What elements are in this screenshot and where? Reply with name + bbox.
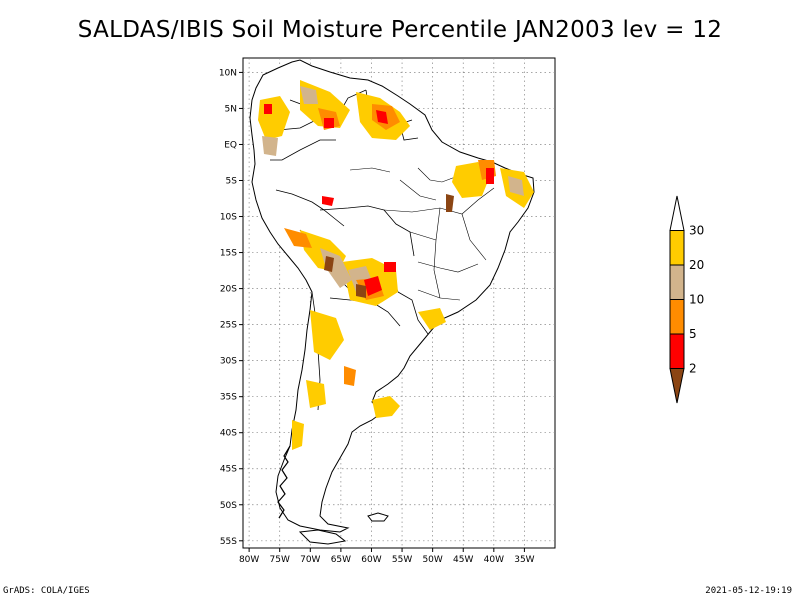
colorbar-label: 10 (689, 293, 704, 307)
patch-northeast-brown (446, 194, 454, 212)
lon-tick-label: 50W (422, 555, 442, 565)
lon-tick-label: 40W (484, 555, 504, 565)
longitude-labels: 80W 75W 70W 65W 60W 55W 50W 45W 40W 35W (239, 548, 535, 565)
colorbar-label: 5 (689, 327, 697, 341)
patch-patagonia (292, 420, 304, 450)
colorbar-top-arrow (669, 195, 685, 231)
lat-tick-label: 10S (220, 213, 237, 223)
colorbar-label: 2 (689, 362, 697, 376)
patch-mato-grosso-red (364, 276, 382, 296)
patch-cuyo (306, 380, 326, 408)
lon-tick-label: 75W (270, 555, 290, 565)
lon-tick-label: 45W (453, 555, 473, 565)
lon-tick-label: 55W (392, 555, 412, 565)
patch-argentina (310, 310, 344, 360)
colorbar-swatch (669, 299, 685, 335)
lon-tick-label: 60W (361, 555, 381, 565)
lon-tick-label: 35W (514, 555, 534, 565)
lon-tick-label: 80W (239, 555, 259, 565)
chile-fjords (277, 445, 291, 519)
colorbar-bottom-arrow (669, 368, 685, 404)
timestamp: 2021-05-12-19:19 (705, 586, 792, 596)
patch-guyana-red (376, 110, 388, 124)
lat-tick-label: EQ (224, 140, 237, 150)
patch-northeast-tan (508, 176, 524, 196)
patch-southeast (418, 308, 446, 330)
colorbar-swatch (669, 333, 685, 369)
patch-goias-red (384, 262, 396, 272)
grads-credit: GrADS: COLA/IGES (3, 586, 90, 596)
lat-tick-label: 5N (225, 104, 237, 114)
lon-tick-label: 65W (331, 555, 351, 565)
lat-tick-label: 30S (220, 357, 237, 367)
patch-northeast-red (486, 168, 494, 184)
tierra-del-fuego (298, 529, 347, 545)
patch-colombia-red (264, 104, 272, 114)
colorbar-swatch (669, 264, 685, 300)
lat-tick-label: 25S (220, 321, 237, 331)
colorbar-label: 30 (689, 224, 704, 238)
lat-tick-label: 50S (220, 501, 237, 511)
patch-venezuela-red (324, 118, 334, 128)
colorbar-label: 20 (689, 258, 704, 272)
patch-peru-orange (284, 228, 312, 248)
patch-colombia-tan (262, 136, 278, 156)
lat-tick-label: 20S (220, 285, 237, 295)
patch-pantanal-brown (356, 284, 366, 298)
patch-bolivia-brown (324, 256, 334, 272)
latitude-labels: 10N 5N EQ 5S 10S 15S 20S 25S 30S 35S 40S 45S 50S 55S (219, 68, 243, 547)
colorbar-swatch (669, 230, 685, 266)
falkland-islands (367, 512, 389, 522)
lat-tick-label: 5S (226, 177, 238, 187)
percentile-shading (258, 80, 534, 450)
map-title: SALDAS/IBIS Soil Moisture Percentile JAN… (77, 17, 723, 43)
lon-tick-label: 70W (300, 555, 320, 565)
patch-amazon-red (322, 196, 334, 206)
lat-tick-label: 10N (219, 68, 237, 78)
lat-tick-label: 35S (220, 393, 237, 403)
colorbar: 30 20 10 5 2 (669, 195, 704, 404)
state-borders (349, 167, 495, 301)
lat-tick-label: 45S (220, 465, 237, 475)
patch-buenos-aires (372, 396, 400, 418)
lat-tick-label: 55S (220, 537, 237, 547)
patch-venezuela-tan (300, 86, 318, 104)
lat-tick-label: 40S (220, 429, 237, 439)
patch-argentina-orange (344, 366, 356, 386)
lat-tick-label: 15S (220, 249, 237, 259)
